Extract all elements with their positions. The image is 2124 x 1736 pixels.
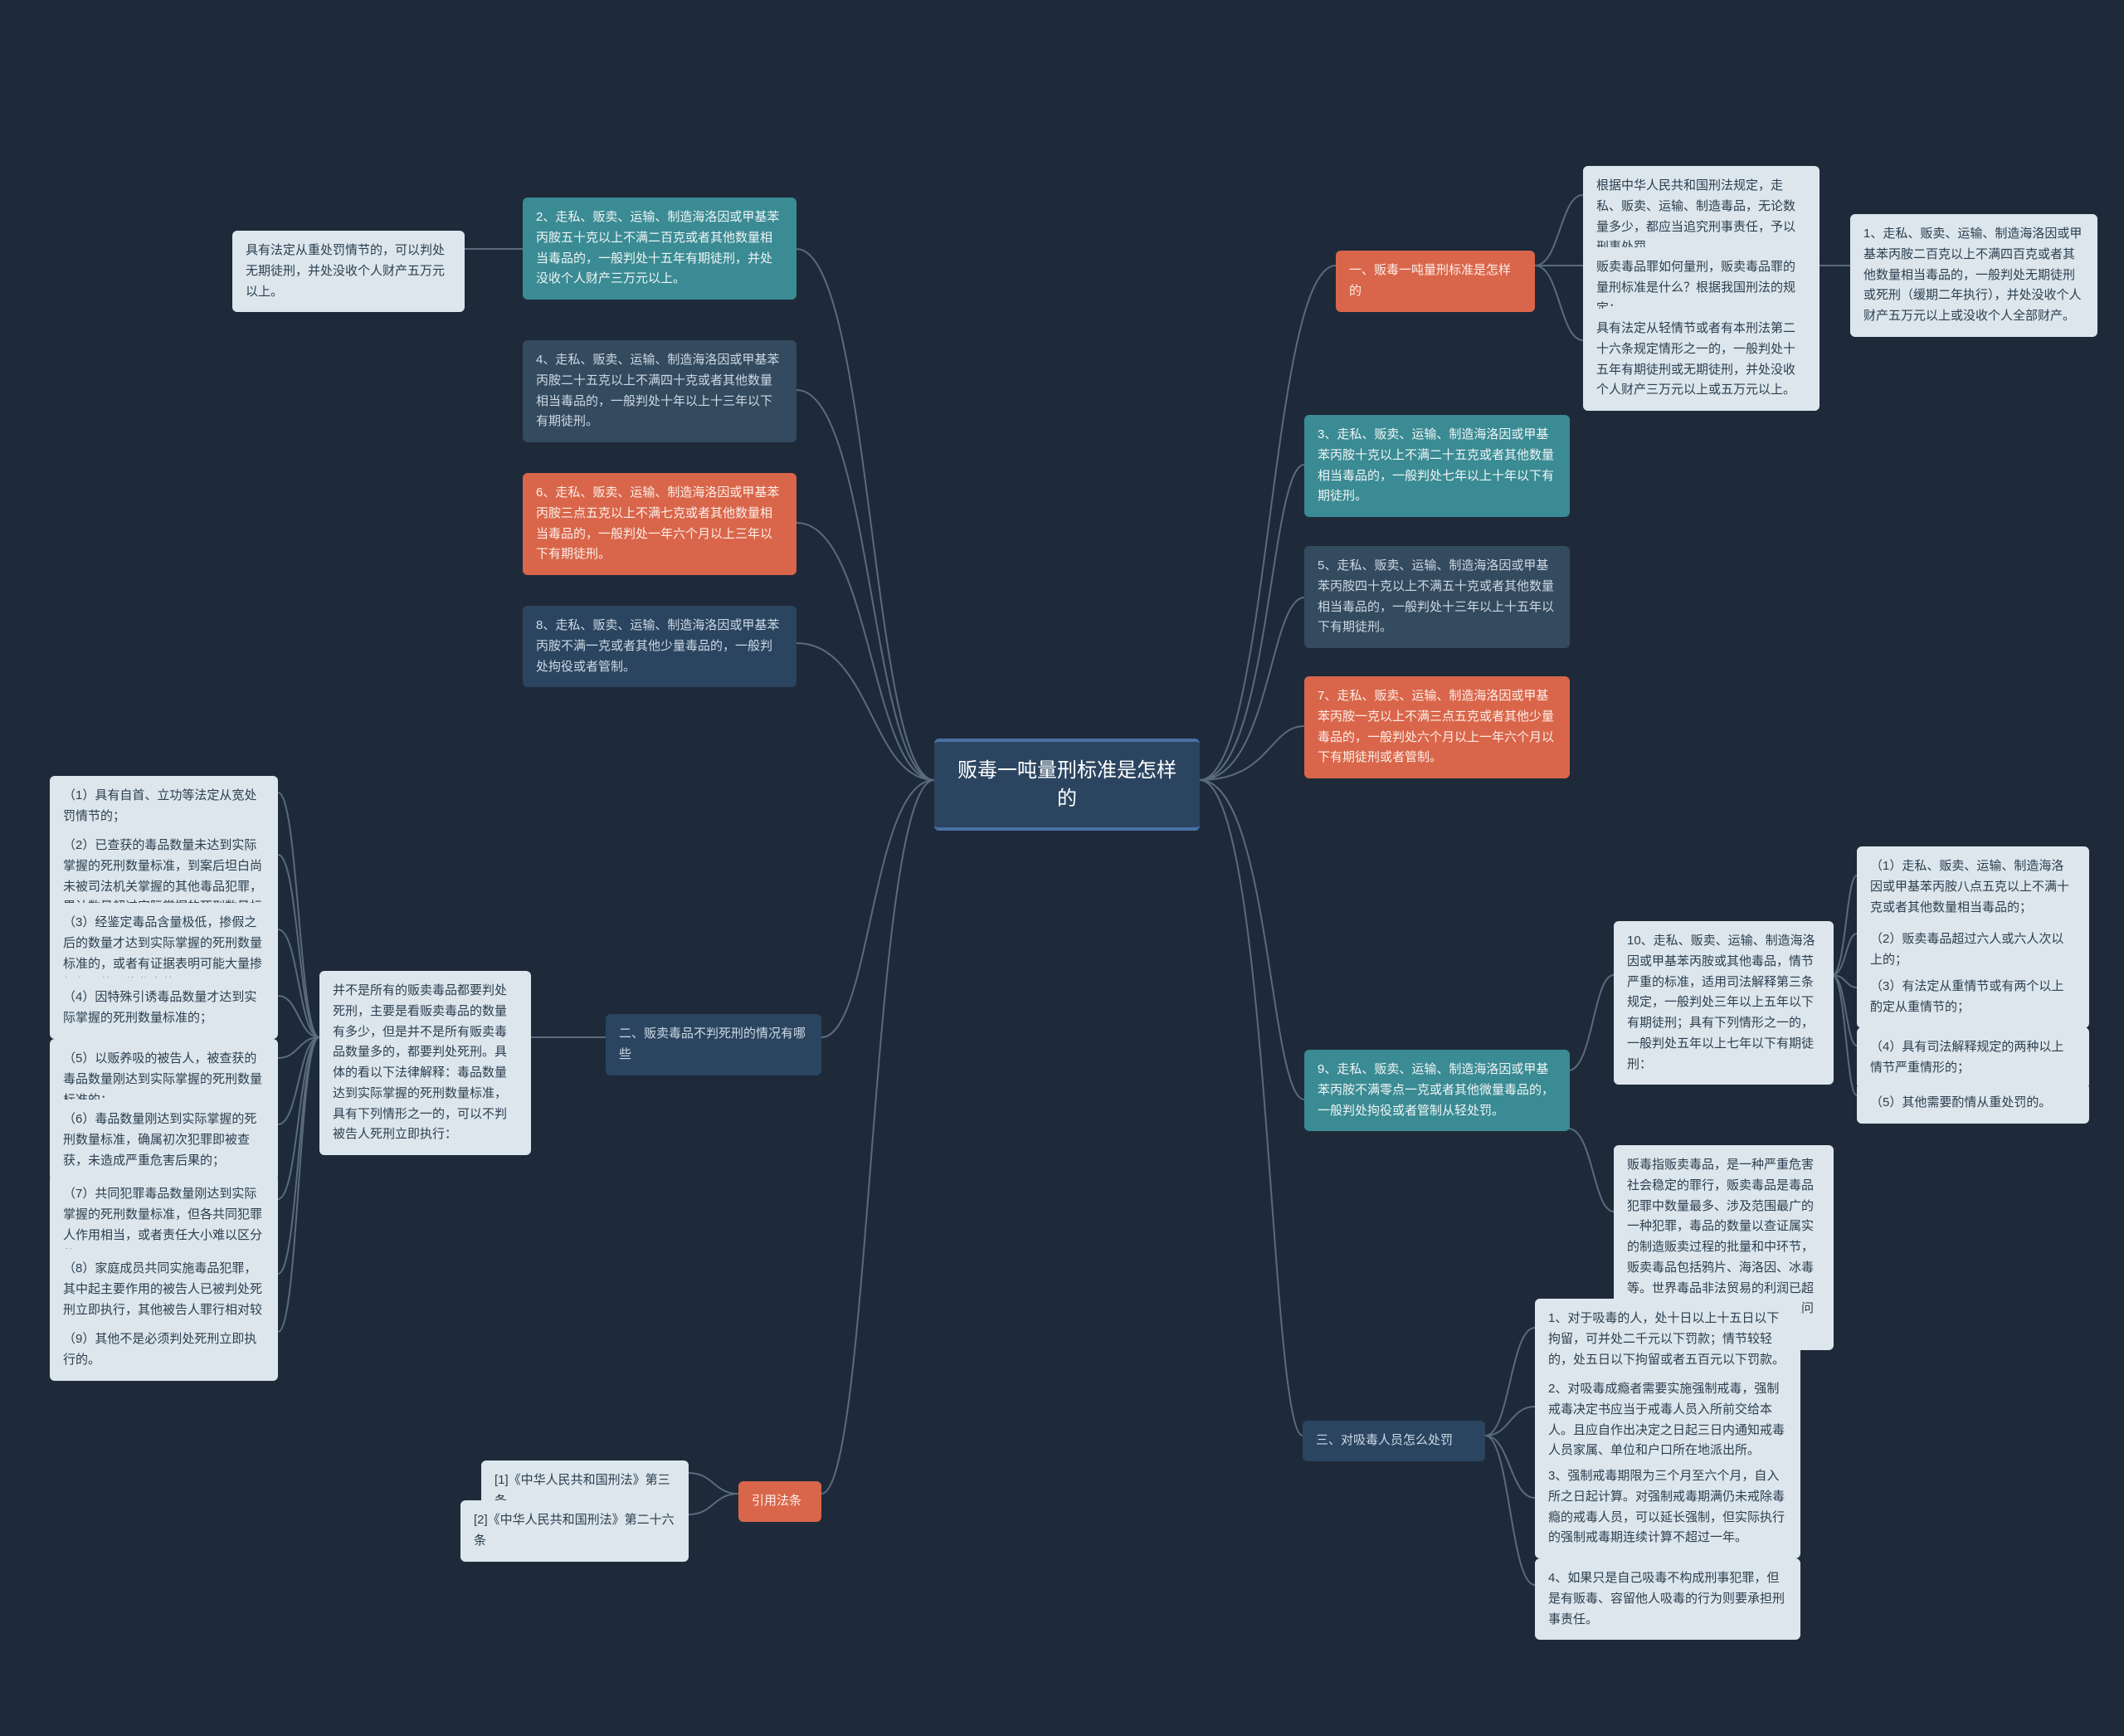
l2-a: 具有法定从重处罚情节的，可以判处无期徒刑，并处没收个人财产五万元以上。 [232,231,465,312]
r-main-1[interactable]: 一、贩毒一吨量刑标准是怎样的 [1336,251,1535,312]
r10-3: （3）有法定从重情节或有两个以上酌定从重情节的； [1857,967,2089,1028]
r5[interactable]: 5、走私、贩卖、运输、制造海洛因或甲基苯丙胺四十克以上不满五十克或者其他数量相当… [1304,546,1570,648]
r10: 10、走私、贩卖、运输、制造海洛因或甲基苯丙胺或其他毒品，情节严重的标准，适用司… [1614,921,1834,1085]
r1b-detail: 1、走私、贩卖、运输、制造海洛因或甲基苯丙胺二百克以上不满四百克或者其他数量相当… [1850,214,2097,337]
r-main-3[interactable]: 三、对吸毒人员怎么处罚 [1303,1421,1485,1461]
l2-9: （9）其他不是必须判处死刑立即执行的。 [50,1319,278,1381]
ref2: [2]《中华人民共和国刑法》第二十六条 [460,1500,689,1562]
r10-1: （1）走私、贩卖、运输、制造海洛因或甲基苯丙胺八点五克以上不满十克或者其他数量相… [1857,846,2089,928]
r3[interactable]: 3、走私、贩卖、运输、制造海洛因或甲基苯丙胺十克以上不满二十五克或者其他数量相当… [1304,415,1570,517]
l2-6: （6）毒品数量刚达到实际掌握的死刑数量标准，确属初次犯罪即被查获，未造成严重危害… [50,1100,278,1181]
r9[interactable]: 9、走私、贩卖、运输、制造海洛因或甲基苯丙胺不满零点一克或者其他微量毒品的，一般… [1304,1050,1570,1131]
r1c: 具有法定从轻情节或者有本刑法第二十六条规定情形之一的，一般判处十五年有期徒刑或无… [1583,309,1820,411]
r7[interactable]: 7、走私、贩卖、运输、制造海洛因或甲基苯丙胺一克以上不满三点五克或者其他少量毒品… [1304,676,1570,778]
l-main-2[interactable]: 二、贩卖毒品不判死刑的情况有哪些 [606,1014,821,1075]
r10-5: （5）其他需要酌情从重处罚的。 [1857,1083,2089,1124]
r3-4: 4、如果只是自己吸毒不构成刑事犯罪，但是有贩毒、容留他人吸毒的行为则要承担刑事责… [1535,1558,1800,1640]
r3-3: 3、强制戒毒期限为三个月至六个月，自入所之日起计算。对强制戒毒期满仍未戒除毒瘾的… [1535,1456,1800,1558]
r3-1: 1、对于吸毒的人，处十日以上十五日以下拘留，可并处二千元以下罚款；情节较轻的，处… [1535,1299,1800,1380]
l2-4: （4）因特殊引诱毒品数量才达到实际掌握的死刑数量标准的； [50,978,278,1039]
r10-4: （4）具有司法解释规定的两种以上情节严重情形的； [1857,1027,2089,1089]
root-node[interactable]: 贩毒一吨量刑标准是怎样的 [934,739,1200,831]
l2-pre: 并不是所有的贩卖毒品都要判处死刑，主要是看贩卖毒品的数量有多少，但是并不是所有贩… [319,971,531,1155]
l4[interactable]: 4、走私、贩卖、运输、制造海洛因或甲基苯丙胺二十五克以上不满四十克或者其他数量相… [523,340,796,442]
l6[interactable]: 6、走私、贩卖、运输、制造海洛因或甲基苯丙胺三点五克以上不满七克或者其他数量相当… [523,473,796,575]
refs-title[interactable]: 引用法条 [738,1481,821,1522]
l8[interactable]: 8、走私、贩卖、运输、制造海洛因或甲基苯丙胺不满一克或者其他少量毒品的，一般判处… [523,606,796,687]
l2[interactable]: 2、走私、贩卖、运输、制造海洛因或甲基苯丙胺五十克以上不满二百克或者其他数量相当… [523,197,796,300]
